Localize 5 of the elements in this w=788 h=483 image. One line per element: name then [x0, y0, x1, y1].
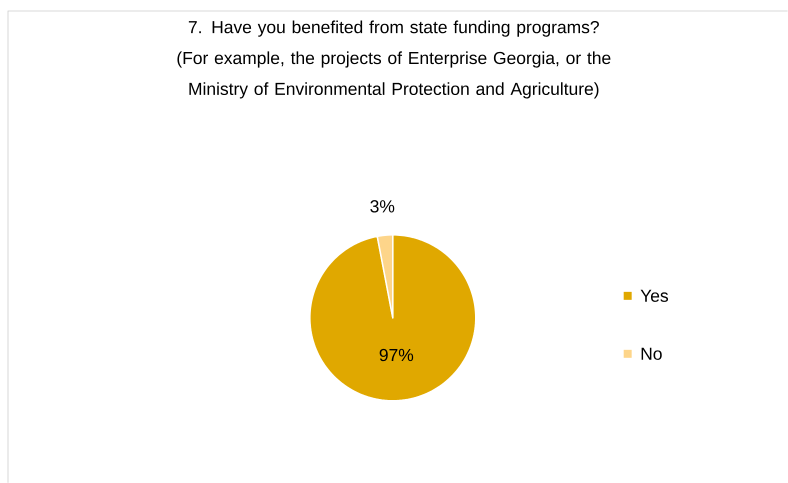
legend-label: No: [642, 348, 662, 360]
chart-title: 7. Have you benefited from state funding programs? (For example, the projects of Enterprise Georgia, or the Ministry of Environmental Protection and Agriculture): [177, 20, 610, 98]
legend-label: Yes: [640, 290, 668, 302]
data-label: 97%: [380, 348, 414, 362]
data-label: 3%: [370, 200, 394, 212]
